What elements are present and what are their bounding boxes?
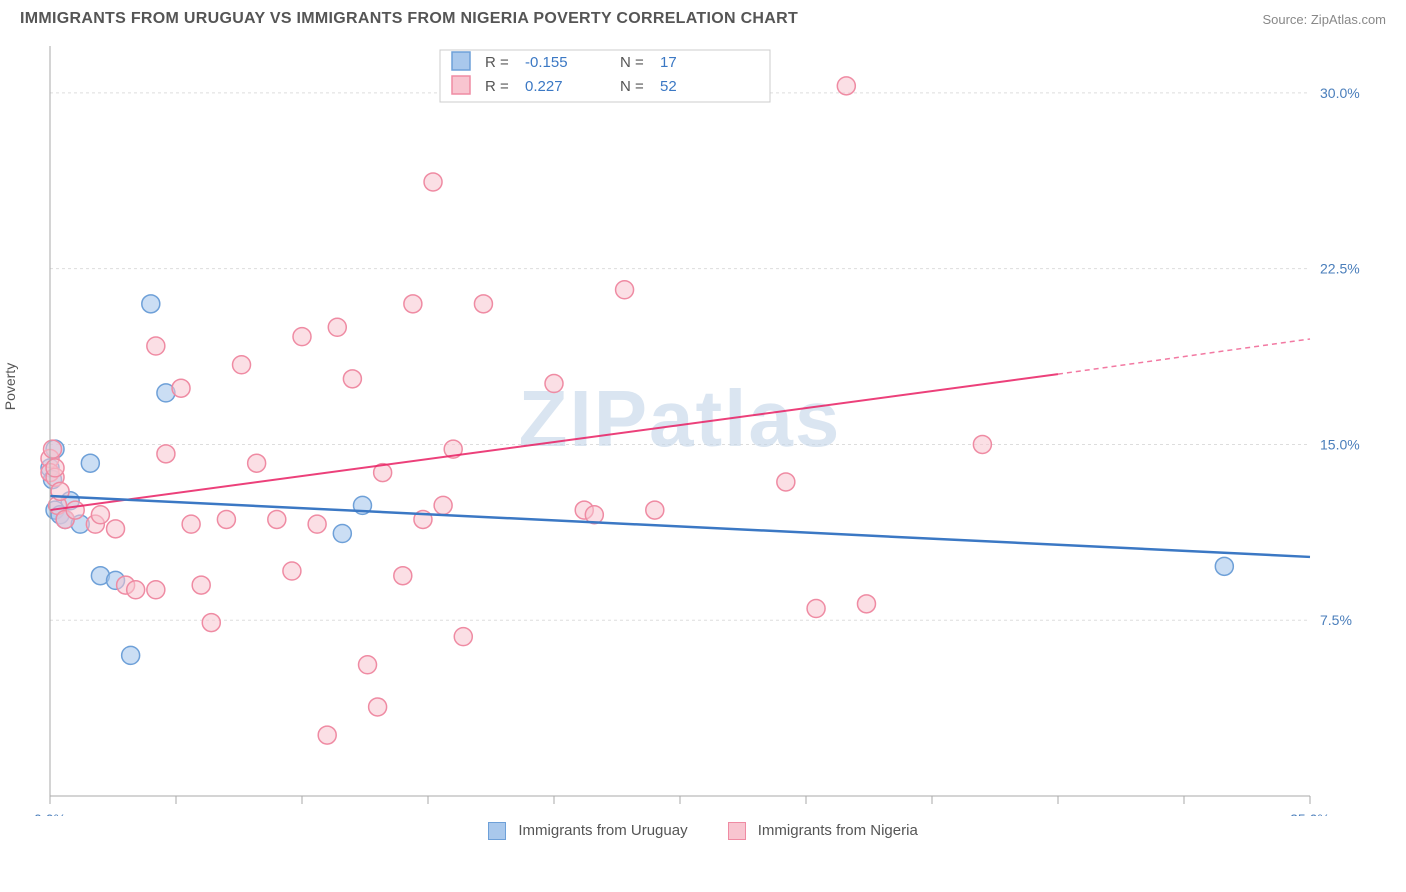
data-point (147, 581, 165, 599)
data-point (217, 510, 235, 528)
svg-text:R =: R = (485, 54, 509, 71)
data-point (192, 576, 210, 594)
data-point (283, 562, 301, 580)
legend-label-nigeria: Immigrants from Nigeria (758, 822, 918, 839)
svg-text:52: 52 (660, 78, 677, 95)
svg-text:0.227: 0.227 (525, 78, 563, 95)
data-point (1215, 557, 1233, 575)
svg-text:R =: R = (485, 78, 509, 95)
data-point (293, 328, 311, 346)
data-point (424, 173, 442, 191)
data-point (394, 567, 412, 585)
data-point (318, 726, 336, 744)
data-point (474, 295, 492, 313)
data-point (837, 77, 855, 95)
data-point (157, 445, 175, 463)
legend-item-nigeria: Immigrants from Nigeria (728, 822, 918, 840)
data-point (182, 515, 200, 533)
data-point (404, 295, 422, 313)
svg-text:N =: N = (620, 78, 644, 95)
legend-swatch-blue (488, 822, 506, 840)
data-point (308, 515, 326, 533)
data-point (359, 656, 377, 674)
data-point (122, 646, 140, 664)
data-point (807, 600, 825, 618)
svg-text:30.0%: 30.0% (1320, 85, 1360, 101)
svg-text:17: 17 (660, 54, 677, 71)
data-point (333, 525, 351, 543)
svg-text:-0.155: -0.155 (525, 54, 568, 71)
data-point (545, 375, 563, 393)
chart-container: Poverty 7.5%15.0%22.5%30.0%ZIPatlas0.0%2… (20, 36, 1386, 816)
data-point (343, 370, 361, 388)
data-point (172, 379, 190, 397)
svg-text:N =: N = (620, 54, 644, 71)
y-axis-title: Poverty (2, 363, 18, 410)
data-point (233, 356, 251, 374)
data-point (91, 506, 109, 524)
data-point (328, 318, 346, 336)
data-point (81, 454, 99, 472)
svg-text:22.5%: 22.5% (1320, 261, 1360, 277)
data-point (646, 501, 664, 519)
data-point (107, 520, 125, 538)
data-point (973, 435, 991, 453)
source-attribution: Source: ZipAtlas.com (1262, 12, 1386, 27)
data-point (857, 595, 875, 613)
scatter-chart: 7.5% 15.0% 22.5% 30.0% ZIPatlas 0.0% 25.0% R =-… (20, 36, 1360, 816)
svg-text:25.0%: 25.0% (1290, 811, 1330, 816)
data-point (202, 614, 220, 632)
svg-text:0.0%: 0.0% (34, 811, 66, 816)
data-point (248, 454, 266, 472)
data-point (46, 459, 64, 477)
svg-text:ZIPatlas: ZIPatlas (519, 374, 842, 463)
data-point (777, 473, 795, 491)
legend-swatch-pink (728, 822, 746, 840)
data-point (66, 501, 84, 519)
data-point (44, 440, 62, 458)
data-point (369, 698, 387, 716)
data-point (268, 510, 286, 528)
data-point (147, 337, 165, 355)
legend-item-uruguay: Immigrants from Uruguay (488, 822, 687, 840)
trend-line-uruguay (50, 496, 1310, 557)
chart-title: IMMIGRANTS FROM URUGUAY VS IMMIGRANTS FR… (20, 10, 798, 28)
svg-text:15.0%: 15.0% (1320, 436, 1360, 452)
data-point (454, 628, 472, 646)
header: IMMIGRANTS FROM URUGUAY VS IMMIGRANTS FR… (0, 0, 1406, 36)
svg-text:7.5%: 7.5% (1320, 612, 1352, 628)
data-point (142, 295, 160, 313)
data-point (616, 281, 634, 299)
bottom-legend: Immigrants from Uruguay Immigrants from … (0, 822, 1406, 840)
data-point (434, 496, 452, 514)
legend-label-uruguay: Immigrants from Uruguay (518, 822, 687, 839)
trend-line-nigeria-ext (1058, 339, 1310, 374)
data-point (127, 581, 145, 599)
